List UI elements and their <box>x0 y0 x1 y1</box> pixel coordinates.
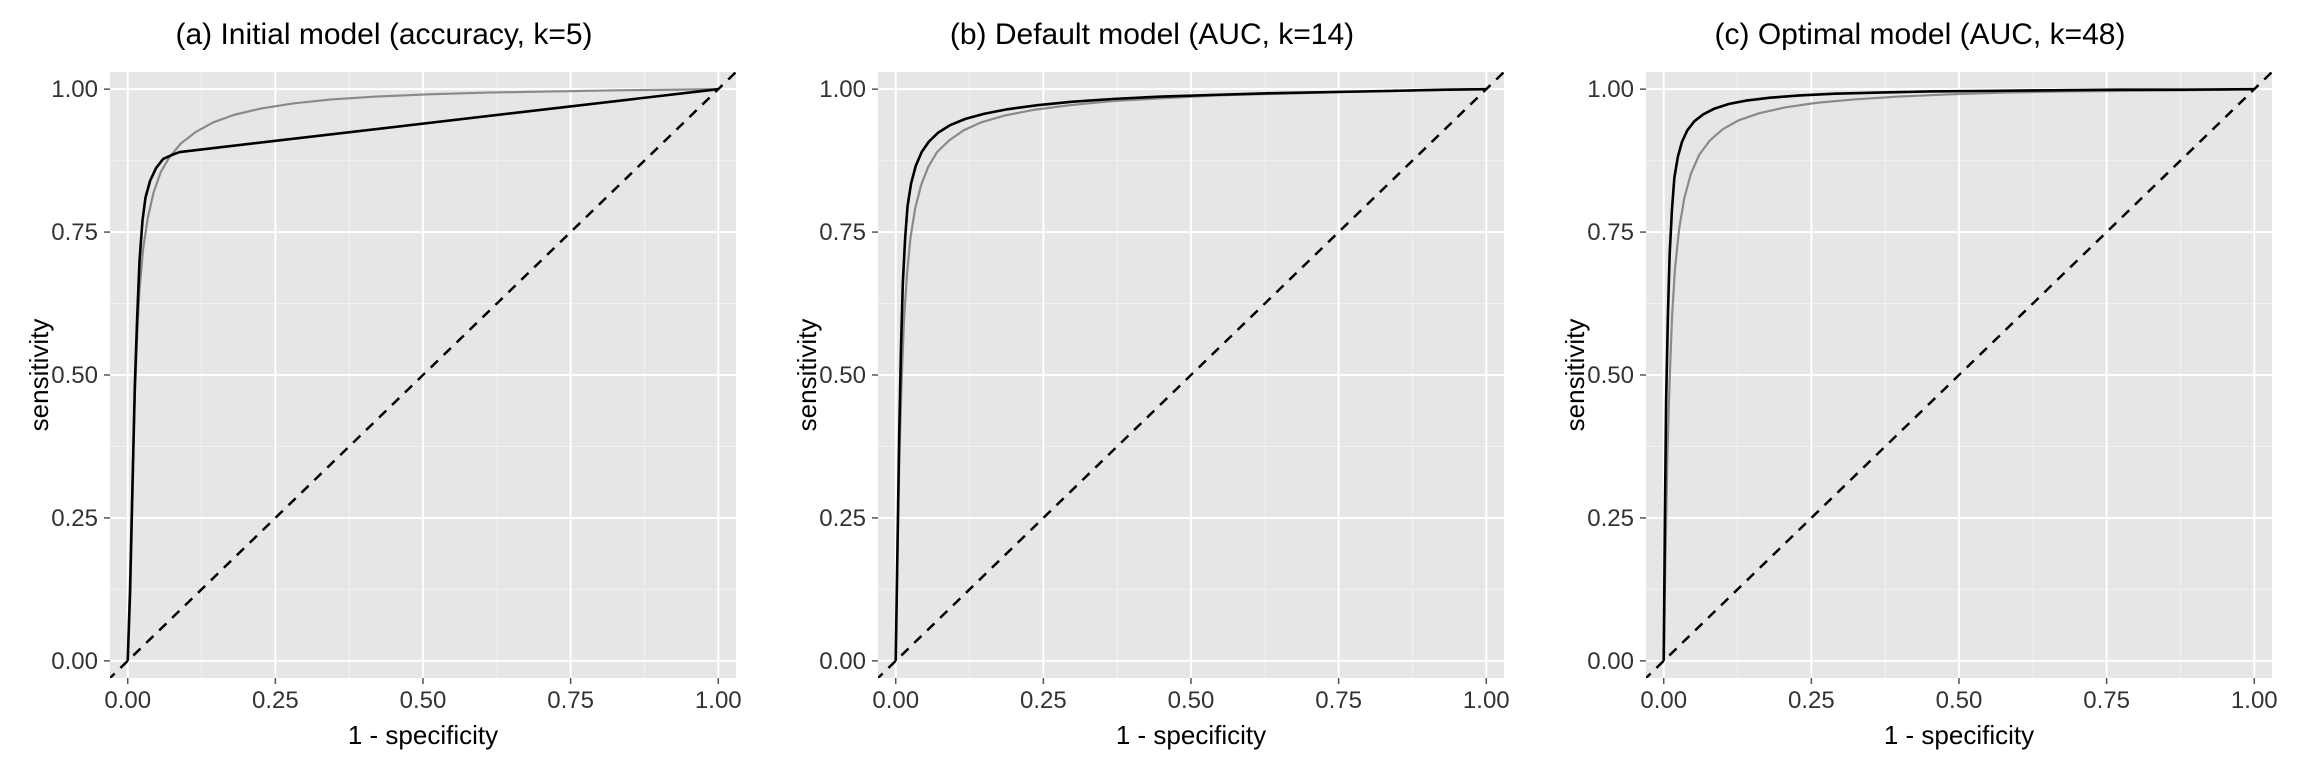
svg-text:0.75: 0.75 <box>2083 687 2130 714</box>
panel-title-a: (a) Initial model (accuracy, k=5) <box>20 18 748 52</box>
svg-text:1.00: 1.00 <box>819 76 866 103</box>
panel-title-b: (b) Default model (AUC, k=14) <box>788 18 1516 52</box>
svg-text:0.50: 0.50 <box>819 362 866 389</box>
plot-c: 0.000.00 0.25 0.25 0.50 0.50 0.75 0.75 1.00 1.00… <box>1556 64 2284 758</box>
svg-text:1.00: 1.00 <box>695 687 742 714</box>
roc-figure: (a) Initial model (accuracy, k=5) 0.000.… <box>0 0 2304 768</box>
plot-a: 0.000.00 0.25 0.25 0.50 0.50 0.75 0.75 1.00 1.00… <box>20 64 748 758</box>
svg-text:1.00: 1.00 <box>1463 687 1510 714</box>
y-axis-label: sensitivity <box>24 319 54 432</box>
svg-text:0.75: 0.75 <box>1587 219 1634 246</box>
svg-text:1.00: 1.00 <box>51 76 98 103</box>
roc-plot-svg: 0.000.00 0.25 0.25 0.50 0.50 0.75 0.75 1.00 1.00… <box>788 64 1516 758</box>
svg-text:1.00: 1.00 <box>1587 76 1634 103</box>
svg-text:0.75: 0.75 <box>547 687 594 714</box>
svg-text:0.25: 0.25 <box>1020 687 1067 714</box>
roc-plot-svg: 0.000.00 0.25 0.25 0.50 0.50 0.75 0.75 1.00 1.00… <box>1556 64 2284 758</box>
panel-b: (b) Default model (AUC, k=14) 0.000.000.… <box>768 0 1536 768</box>
svg-text:0.25: 0.25 <box>1788 687 1835 714</box>
y-axis-label: sensitivity <box>1560 319 1590 432</box>
svg-text:0.75: 0.75 <box>819 219 866 246</box>
svg-text:0.25: 0.25 <box>252 687 299 714</box>
svg-text:0.50: 0.50 <box>1936 687 1983 714</box>
svg-text:0.00: 0.00 <box>1587 648 1634 675</box>
svg-text:0.50: 0.50 <box>1168 687 1215 714</box>
roc-plot-svg: 0.000.00 0.25 0.25 0.50 0.50 0.75 0.75 1.00 1.00… <box>20 64 748 758</box>
y-axis-label: sensitivity <box>792 319 822 432</box>
svg-text:0.25: 0.25 <box>1587 505 1634 532</box>
svg-text:0.00: 0.00 <box>819 648 866 675</box>
x-axis-label: 1 - specificity <box>348 720 498 750</box>
x-axis-label: 1 - specificity <box>1116 720 1266 750</box>
svg-text:0.75: 0.75 <box>51 219 98 246</box>
panel-c: (c) Optimal model (AUC, k=48) 0.000.000.… <box>1536 0 2304 768</box>
svg-text:0.50: 0.50 <box>51 362 98 389</box>
svg-text:0.50: 0.50 <box>1587 362 1634 389</box>
svg-text:0.75: 0.75 <box>1315 687 1362 714</box>
svg-text:1.00: 1.00 <box>2231 687 2278 714</box>
svg-text:0.00: 0.00 <box>104 687 151 714</box>
svg-text:0.50: 0.50 <box>400 687 447 714</box>
plot-b: 0.000.00 0.25 0.25 0.50 0.50 0.75 0.75 1.00 1.00… <box>788 64 1516 758</box>
x-axis-label: 1 - specificity <box>1884 720 2034 750</box>
svg-text:0.25: 0.25 <box>819 505 866 532</box>
svg-text:0.00: 0.00 <box>1640 687 1687 714</box>
panel-title-c: (c) Optimal model (AUC, k=48) <box>1556 18 2284 52</box>
svg-text:0.00: 0.00 <box>51 648 98 675</box>
svg-text:0.25: 0.25 <box>51 505 98 532</box>
panel-a: (a) Initial model (accuracy, k=5) 0.000.… <box>0 0 768 768</box>
svg-text:0.00: 0.00 <box>872 687 919 714</box>
